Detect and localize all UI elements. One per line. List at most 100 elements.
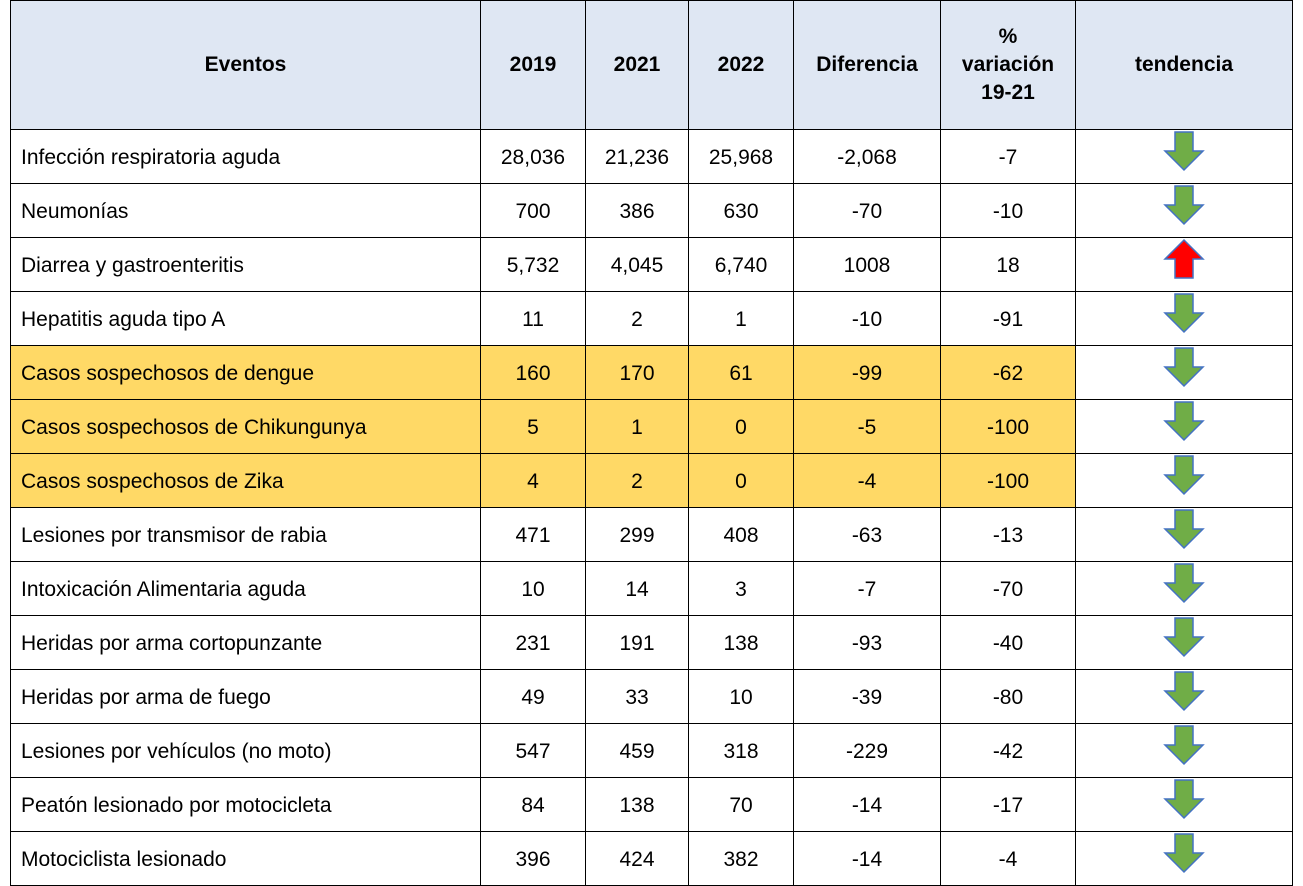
table-cell: Infección respiratoria aguda — [10, 129, 481, 184]
trend-cell — [1075, 669, 1293, 724]
table-cell: 396 — [480, 831, 586, 886]
table-cell: -229 — [793, 723, 941, 778]
table-cell: -100 — [940, 399, 1076, 454]
arrow-shape — [1163, 563, 1205, 604]
table-cell: 21,236 — [585, 129, 689, 184]
table-cell: Neumonías — [10, 183, 481, 238]
table-cell: -10 — [793, 291, 941, 346]
table-row: Casos sospechosos de dengue 160 170 61 -99 -6… — [10, 345, 1293, 400]
header-cell: Diferencia — [793, 0, 941, 130]
table-cell: 700 — [480, 183, 586, 238]
table-cell: 0 — [688, 453, 794, 508]
table-cell: -5 — [793, 399, 941, 454]
table-cell: Hepatitis aguda tipo A — [10, 291, 481, 346]
trend-cell — [1075, 183, 1293, 238]
table-cell: 1 — [688, 291, 794, 346]
table-cell: -80 — [940, 669, 1076, 724]
table-row: Neumonías 700 386 630 -70 -10 — [10, 183, 1293, 238]
table-cell: -17 — [940, 777, 1076, 832]
trend-arrow — [1163, 455, 1205, 496]
table-cell: 49 — [480, 669, 586, 724]
trend-arrow — [1163, 131, 1205, 172]
table-row: Heridas por arma cortopunzante 231 191 138-… — [10, 615, 1293, 670]
table-cell: Intoxicación Alimentaria aguda — [10, 561, 481, 616]
trend-arrow — [1163, 401, 1205, 442]
table-cell: Casos sospechosos de Zika — [10, 453, 481, 508]
table-cell: -62 — [940, 345, 1076, 400]
table-cell: 547 — [480, 723, 586, 778]
table-cell: Peatón lesionado por motocicleta — [10, 777, 481, 832]
table-cell: 4 — [480, 453, 586, 508]
table-cell: 28,036 — [480, 129, 586, 184]
table-cell: 630 — [688, 183, 794, 238]
trend-cell — [1075, 129, 1293, 184]
trend-arrow — [1163, 779, 1205, 820]
table-cell: -2,068 — [793, 129, 941, 184]
trend-cell — [1075, 291, 1293, 346]
table-cell: -13 — [940, 507, 1076, 562]
table-cell: 10 — [688, 669, 794, 724]
arrow-shape — [1163, 455, 1205, 496]
table-row: Hepatitis aguda tipo A 11 2 1 -10 -91 — [10, 291, 1293, 346]
table-row: Heridas por arma de fuego 49 33 10 -39 -80 — [10, 669, 1293, 724]
table-cell: Casos sospechosos de dengue — [10, 345, 481, 400]
table-cell: 160 — [480, 345, 586, 400]
table-cell: 2 — [585, 291, 689, 346]
table-cell: -70 — [940, 561, 1076, 616]
table-cell: 18 — [940, 237, 1076, 292]
table-row: Diarrea y gastroenteritis 5,732 4,045 6,740… — [10, 237, 1293, 292]
table-cell: Heridas por arma cortopunzante — [10, 615, 481, 670]
table-cell: Casos sospechosos de Chikungunya — [10, 399, 481, 454]
table-cell: 25,968 — [688, 129, 794, 184]
trend-arrow — [1163, 617, 1205, 658]
arrow-shape — [1163, 509, 1205, 550]
table-cell: 386 — [585, 183, 689, 238]
trend-arrow — [1163, 509, 1205, 550]
table-cell: -99 — [793, 345, 941, 400]
header-cell: Eventos — [10, 0, 481, 130]
table-cell: Diarrea y gastroenteritis — [10, 237, 481, 292]
arrow-shape — [1163, 401, 1205, 442]
table-cell: -93 — [793, 615, 941, 670]
table-cell: 459 — [585, 723, 689, 778]
arrow-shape — [1163, 833, 1205, 874]
table-cell: Heridas por arma de fuego — [10, 669, 481, 724]
trend-arrow — [1163, 725, 1205, 766]
header-cell: 2022 — [688, 0, 794, 130]
table-row: Lesiones por transmisor de rabia 471 299 40… — [10, 507, 1293, 562]
trend-arrow — [1163, 185, 1205, 226]
table-cell: 3 — [688, 561, 794, 616]
table-cell: -14 — [793, 777, 941, 832]
data-table: Eventos 2019 2021 2022 Diferencia% variación… — [10, 0, 1293, 886]
trend-cell — [1075, 723, 1293, 778]
arrow-shape — [1163, 131, 1205, 172]
table-row: Infección respiratoria aguda 28,036 21,236… — [10, 129, 1293, 184]
trend-arrow — [1163, 347, 1205, 388]
header-cell: tendencia — [1075, 0, 1293, 130]
table-cell: 231 — [480, 615, 586, 670]
trend-cell — [1075, 831, 1293, 886]
table-row: Peatón lesionado por motocicleta 84 138 70-… — [10, 777, 1293, 832]
table-cell: 138 — [688, 615, 794, 670]
arrow-shape — [1163, 185, 1205, 226]
table-cell: -63 — [793, 507, 941, 562]
table-cell: 70 — [688, 777, 794, 832]
table-row: Intoxicación Alimentaria aguda 10 14 3 -7 -70 — [10, 561, 1293, 616]
table-cell: 4,045 — [585, 237, 689, 292]
table-cell: 5,732 — [480, 237, 586, 292]
trend-cell — [1075, 777, 1293, 832]
trend-cell — [1075, 507, 1293, 562]
table-cell: 11 — [480, 291, 586, 346]
table-cell: -70 — [793, 183, 941, 238]
arrow-shape — [1163, 671, 1205, 712]
trend-arrow — [1163, 238, 1205, 279]
table-cell: -39 — [793, 669, 941, 724]
trend-arrow — [1163, 833, 1205, 874]
table-cell: Lesiones por transmisor de rabia — [10, 507, 481, 562]
trend-cell — [1075, 237, 1293, 292]
table-row: Casos sospechosos de Chikungunya 5 1 0 -5 -10… — [10, 399, 1293, 454]
table-cell: 14 — [585, 561, 689, 616]
table-cell: Motociclista lesionado — [10, 831, 481, 886]
table-cell: 33 — [585, 669, 689, 724]
table-body: Infección respiratoria aguda 28,036 21,236… — [10, 129, 1293, 886]
